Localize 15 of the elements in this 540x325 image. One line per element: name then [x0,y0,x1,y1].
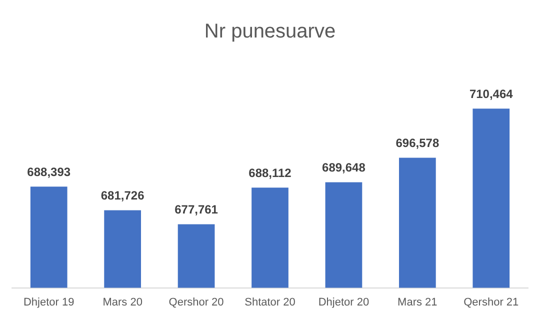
x-tick-label: Dhjetor 19 [23,296,74,308]
data-label: 688,112 [248,166,292,180]
data-label: 689,648 [322,160,366,175]
x-tick-label: Qershor 21 [464,296,519,308]
chart-title: Nr punesuarve [204,20,336,43]
x-tick-label: Shtator 20 [244,296,296,308]
x-tick-label: Qershor 20 [168,296,224,308]
data-label: 677,761 [174,202,218,217]
x-tick-label: Mars 21 [398,296,438,308]
data-label: 681,726 [100,188,145,203]
x-tick-label: Mars 20 [102,296,142,308]
data-label: 696,578 [396,136,440,150]
data-label: 710,464 [469,86,514,101]
data-label: 688,393 [27,164,71,179]
x-tick-label: Dhjetor 20 [318,296,370,308]
